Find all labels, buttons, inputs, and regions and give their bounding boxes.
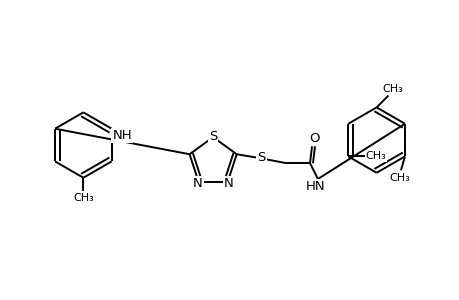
Text: HN: HN [306, 180, 325, 194]
Text: NH: NH [112, 129, 132, 142]
Text: CH₃: CH₃ [365, 152, 386, 161]
Text: N: N [192, 177, 202, 190]
Text: CH₃: CH₃ [389, 173, 409, 183]
Text: CH₃: CH₃ [73, 193, 94, 202]
Text: O: O [309, 132, 319, 145]
Text: CH₃: CH₃ [381, 84, 402, 94]
Text: N: N [224, 177, 233, 190]
Text: S: S [208, 130, 217, 142]
Text: S: S [257, 151, 265, 164]
